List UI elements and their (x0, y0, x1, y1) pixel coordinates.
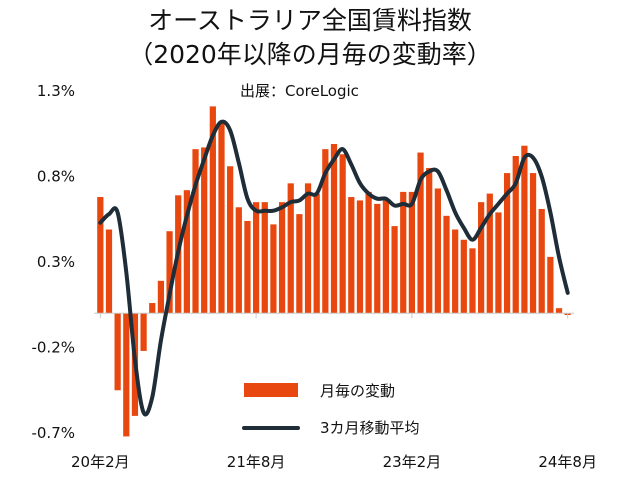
bar (244, 220, 251, 314)
bar (114, 313, 121, 391)
y-tick-label: -0.2% (31, 339, 75, 357)
bar (391, 226, 398, 314)
bar (166, 231, 173, 314)
bar (97, 197, 104, 314)
bar (322, 149, 329, 314)
bar (538, 208, 545, 314)
x-tick-label: 20年2月 (71, 453, 130, 471)
bar (149, 303, 156, 314)
bar (123, 313, 130, 437)
bar (140, 313, 147, 351)
y-axis-tick-labels: 1.3% 0.8% 0.3% -0.2% -0.7% (31, 82, 75, 442)
bar (469, 248, 476, 314)
bar (374, 203, 381, 314)
bar-series (97, 106, 571, 437)
bar (218, 121, 225, 314)
bar (478, 202, 485, 314)
legend-swatch-bars (244, 383, 298, 397)
bar (356, 200, 364, 314)
x-axis-ticks: 20年2月 21年8月 23年2月 24年8月 (71, 313, 597, 471)
bar (408, 191, 416, 314)
bar (192, 149, 199, 314)
bar (555, 308, 563, 314)
y-tick-label: 0.3% (37, 253, 75, 271)
bar (400, 191, 407, 314)
bar (495, 212, 502, 314)
bar (296, 214, 303, 314)
bar (252, 202, 260, 314)
legend-label-bars: 月毎の変動 (320, 382, 395, 400)
bar (339, 154, 346, 314)
bar (486, 193, 493, 314)
bar (443, 215, 450, 314)
bar (529, 173, 537, 314)
bar (330, 144, 338, 314)
bar (348, 197, 355, 314)
bar (287, 183, 294, 314)
chart-title: オーストラリア全国賃料指数 (148, 6, 472, 35)
bar (105, 229, 113, 314)
bar (547, 256, 554, 314)
bar (512, 155, 519, 314)
bar (521, 145, 528, 314)
bar (227, 166, 234, 314)
y-tick-label: 1.3% (37, 82, 75, 100)
bar (460, 239, 467, 314)
x-tick-label: 24年8月 (538, 453, 597, 471)
legend-label-line: 3カ月移動平均 (320, 419, 420, 437)
bar (382, 198, 390, 314)
bar (183, 190, 190, 314)
bar (417, 152, 424, 314)
legend: 月毎の変動 3カ月移動平均 (242, 382, 420, 437)
bar (452, 229, 459, 314)
x-tick-label: 23年2月 (383, 453, 442, 471)
bar (270, 224, 277, 314)
bar (434, 188, 441, 314)
bar (235, 207, 242, 314)
bar (201, 147, 208, 314)
bar (157, 280, 165, 314)
y-tick-label: -0.7% (31, 424, 75, 442)
source-note: 出展：CoreLogic (240, 82, 359, 100)
bar (209, 106, 216, 314)
bar (426, 167, 433, 314)
bar (503, 173, 511, 314)
bar (261, 202, 268, 314)
y-tick-label: 0.8% (37, 168, 75, 186)
bar (313, 193, 320, 314)
bar (278, 202, 286, 314)
x-tick-label: 21年8月 (227, 453, 286, 471)
chart-subtitle: （2020年以降の月毎の変動率） (128, 40, 492, 69)
bar (304, 183, 312, 314)
bar (365, 191, 372, 314)
moving-average-line (98, 119, 570, 417)
